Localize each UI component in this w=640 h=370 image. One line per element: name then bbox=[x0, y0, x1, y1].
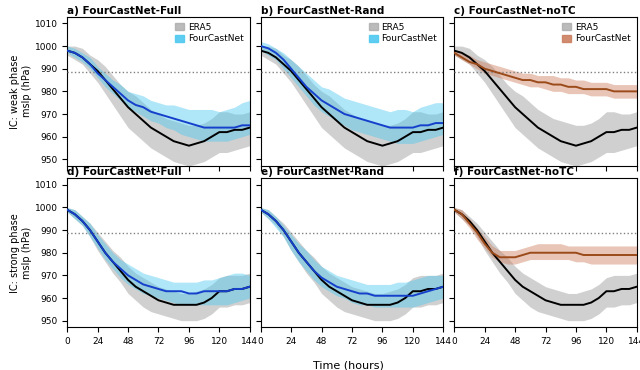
Text: c) FourCastNet-noTC: c) FourCastNet-noTC bbox=[454, 6, 576, 16]
Text: b) FourCastNet-Rand: b) FourCastNet-Rand bbox=[260, 6, 384, 16]
Legend: ERA5, FourCastNet: ERA5, FourCastNet bbox=[367, 21, 439, 45]
Text: e) FourCastNet-Rand: e) FourCastNet-Rand bbox=[260, 167, 384, 177]
Y-axis label: IC: weak phase
mslp (hPa): IC: weak phase mslp (hPa) bbox=[10, 54, 32, 128]
Y-axis label: IC: strong phase
mslp (hPa): IC: strong phase mslp (hPa) bbox=[10, 213, 32, 293]
Text: Time (hours): Time (hours) bbox=[314, 360, 384, 370]
Legend: ERA5, FourCastNet: ERA5, FourCastNet bbox=[173, 21, 245, 45]
Text: a) FourCastNet-Full: a) FourCastNet-Full bbox=[67, 6, 182, 16]
Legend: ERA5, FourCastNet: ERA5, FourCastNet bbox=[560, 21, 632, 45]
Text: d) FourCastNet-Full: d) FourCastNet-Full bbox=[67, 167, 182, 177]
Text: f) FourCastNet-noTC: f) FourCastNet-noTC bbox=[454, 167, 574, 177]
